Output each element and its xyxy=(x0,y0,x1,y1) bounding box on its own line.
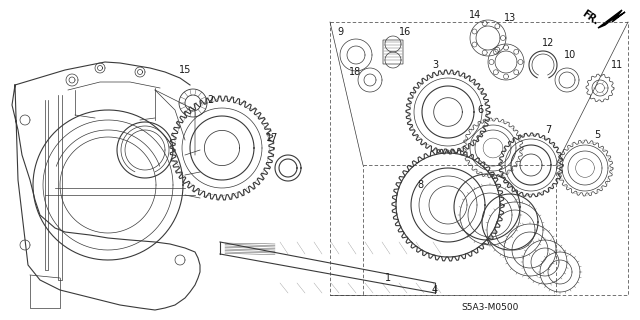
Text: 10: 10 xyxy=(564,50,576,60)
Text: 15: 15 xyxy=(179,65,191,75)
Text: 2: 2 xyxy=(207,95,213,105)
Text: 4: 4 xyxy=(432,285,438,295)
Text: 6: 6 xyxy=(477,105,483,115)
Polygon shape xyxy=(598,10,625,28)
Text: 1: 1 xyxy=(385,273,391,283)
Text: 8: 8 xyxy=(417,180,423,190)
Text: 13: 13 xyxy=(504,13,516,23)
Text: 5: 5 xyxy=(594,130,600,140)
Text: 16: 16 xyxy=(399,27,411,37)
Text: 18: 18 xyxy=(349,67,361,77)
Text: 9: 9 xyxy=(337,27,343,37)
Text: 14: 14 xyxy=(469,10,481,20)
Text: 7: 7 xyxy=(545,125,551,135)
Text: 11: 11 xyxy=(611,60,623,70)
Text: FR.: FR. xyxy=(580,9,600,27)
Text: 12: 12 xyxy=(542,38,554,48)
Text: 17: 17 xyxy=(266,133,278,143)
Text: S5A3-M0500: S5A3-M0500 xyxy=(461,303,518,313)
Text: 3: 3 xyxy=(432,60,438,70)
